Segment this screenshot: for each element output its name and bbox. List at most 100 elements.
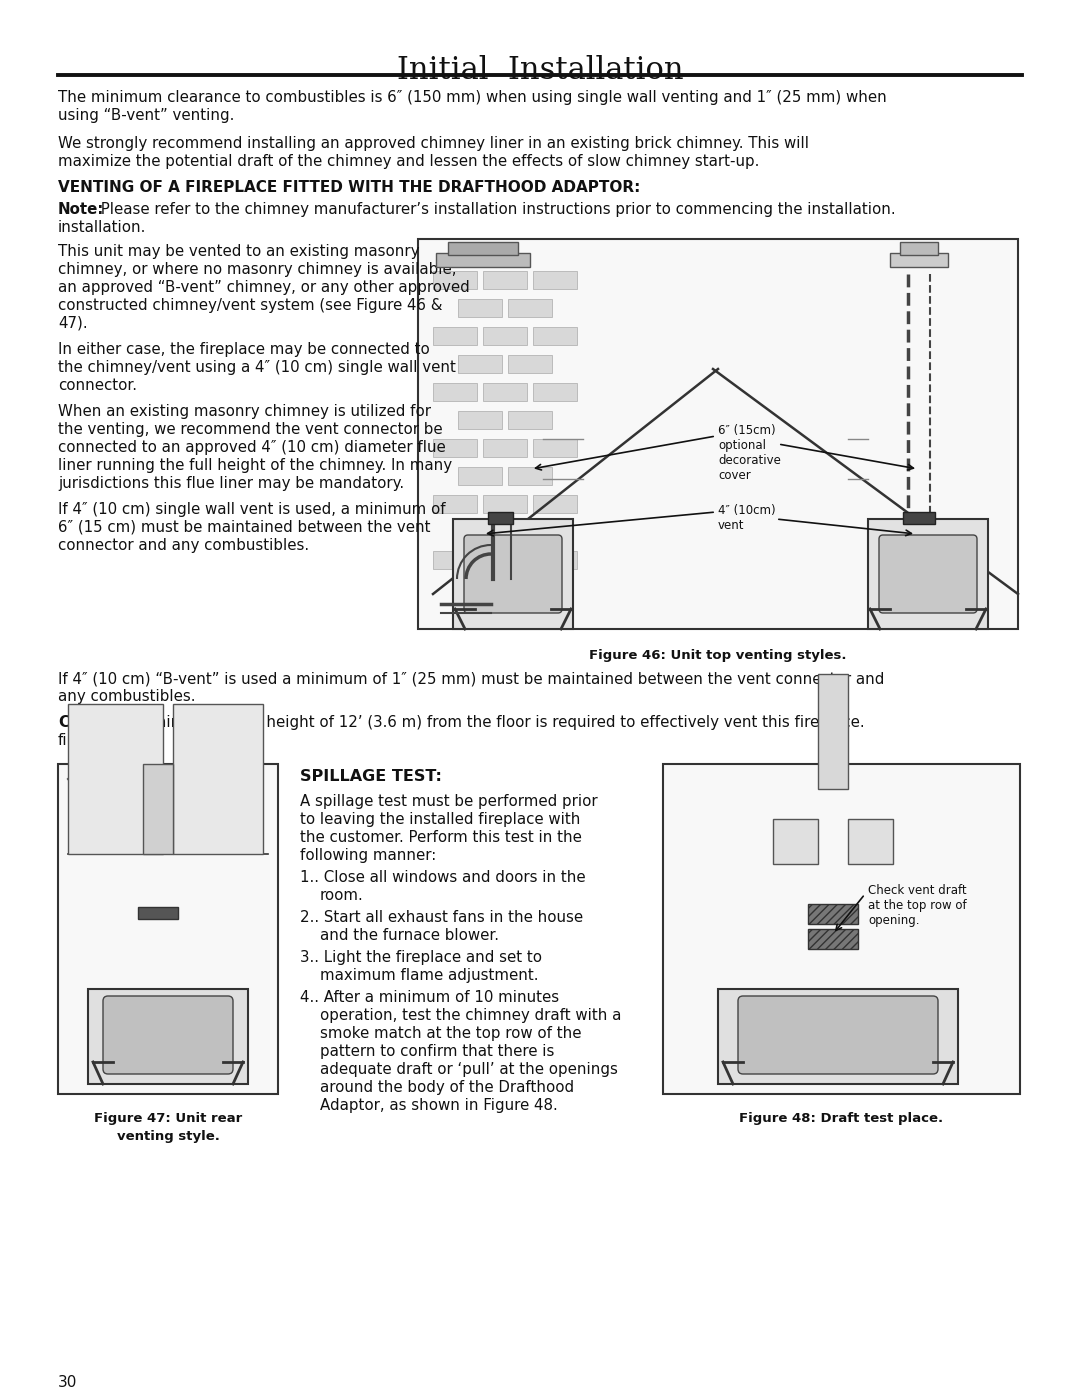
Bar: [433, 550, 477, 569]
Bar: [436, 253, 530, 267]
Text: 47).: 47).: [58, 316, 87, 331]
Bar: [718, 989, 958, 1084]
Bar: [458, 355, 502, 373]
Text: around the body of the Drafthood: around the body of the Drafthood: [320, 1080, 575, 1095]
Bar: [534, 383, 577, 401]
Bar: [903, 511, 935, 524]
Text: A spillage test must be performed prior: A spillage test must be performed prior: [300, 793, 597, 809]
Text: any combustibles.: any combustibles.: [58, 689, 195, 704]
Text: Adaptor, as shown in Figure 48.: Adaptor, as shown in Figure 48.: [320, 1098, 557, 1113]
Bar: [458, 411, 502, 429]
Bar: [534, 327, 577, 345]
Bar: [433, 439, 477, 457]
Bar: [483, 271, 527, 289]
Text: We strongly recommend installing an approved chimney liner in an existing brick : We strongly recommend installing an appr…: [58, 136, 809, 151]
Text: adequate draft or ‘pull’ at the openings: adequate draft or ‘pull’ at the openings: [320, 1062, 618, 1077]
Text: CAUTION:: CAUTION:: [58, 715, 140, 731]
Bar: [483, 495, 527, 513]
Text: When an existing masonry chimney is utilized for: When an existing masonry chimney is util…: [58, 404, 431, 419]
Text: the venting, we recommend the vent connector be: the venting, we recommend the vent conne…: [58, 422, 443, 437]
Bar: [818, 673, 848, 789]
Bar: [173, 704, 264, 854]
Bar: [848, 819, 893, 863]
Bar: [433, 271, 477, 289]
Text: following manner:: following manner:: [300, 848, 436, 863]
Text: A minimum vent height of 12’ (3.6 m) from the floor is required to effectively v: A minimum vent height of 12’ (3.6 m) fro…: [132, 715, 865, 731]
Text: Note:: Note:: [58, 203, 105, 217]
Text: connector.: connector.: [58, 379, 137, 393]
Text: Please refer to the chimney manufacturer’s installation instructions prior to co: Please refer to the chimney manufacturer…: [96, 203, 895, 217]
Text: connector and any combustibles.: connector and any combustibles.: [58, 538, 309, 553]
Bar: [534, 495, 577, 513]
Text: 30: 30: [58, 1375, 78, 1390]
Bar: [773, 819, 818, 863]
Text: If 4″ (10 cm) “B-vent” is used a minimum of 1″ (25 mm) must be maintained betwee: If 4″ (10 cm) “B-vent” is used a minimum…: [58, 671, 885, 686]
Text: chimney, or where no masonry chimney is available,: chimney, or where no masonry chimney is …: [58, 263, 457, 277]
Bar: [68, 704, 163, 854]
Text: 3.. Light the fireplace and set to: 3.. Light the fireplace and set to: [300, 950, 542, 965]
Bar: [890, 253, 948, 267]
Bar: [508, 355, 552, 373]
Text: to leaving the installed fireplace with: to leaving the installed fireplace with: [300, 812, 580, 827]
Bar: [483, 439, 527, 457]
Text: The minimum clearance to combustibles is 6″ (150 mm) when using single wall vent: The minimum clearance to combustibles is…: [58, 89, 887, 105]
Bar: [87, 989, 248, 1084]
Bar: [433, 383, 477, 401]
Bar: [534, 550, 577, 569]
Text: fireplace.: fireplace.: [58, 733, 129, 747]
Text: 6″ (15 cm) must be maintained between the vent: 6″ (15 cm) must be maintained between th…: [58, 520, 431, 535]
Text: Initial  Installation: Initial Installation: [396, 54, 684, 87]
Text: This unit may be vented to an existing masonry: This unit may be vented to an existing m…: [58, 244, 419, 258]
Text: Figure 46: Unit top venting styles.: Figure 46: Unit top venting styles.: [590, 650, 847, 662]
Text: maximum flame adjustment.: maximum flame adjustment.: [320, 968, 539, 983]
Text: an approved “B-vent” chimney, or any other approved: an approved “B-vent” chimney, or any oth…: [58, 279, 470, 295]
Text: Figure 48: Draft test place.: Figure 48: Draft test place.: [740, 1112, 944, 1125]
Bar: [534, 439, 577, 457]
Text: operation, test the chimney draft with a: operation, test the chimney draft with a: [320, 1009, 621, 1023]
Text: Check vent draft
at the top row of
opening.: Check vent draft at the top row of openi…: [868, 884, 967, 928]
Bar: [458, 522, 502, 541]
Bar: [143, 764, 173, 854]
Bar: [483, 383, 527, 401]
Bar: [508, 411, 552, 429]
Text: jurisdictions this flue liner may be mandatory.: jurisdictions this flue liner may be man…: [58, 476, 404, 490]
Text: the customer. Perform this test in the: the customer. Perform this test in the: [300, 830, 582, 845]
Bar: [534, 271, 577, 289]
Bar: [138, 907, 178, 919]
FancyBboxPatch shape: [103, 996, 233, 1074]
Bar: [453, 520, 573, 629]
Text: installation.: installation.: [58, 219, 147, 235]
Text: maximize the potential draft of the chimney and lessen the effects of slow chimn: maximize the potential draft of the chim…: [58, 154, 759, 169]
Bar: [418, 239, 1018, 629]
Bar: [508, 522, 552, 541]
Text: pattern to confirm that there is: pattern to confirm that there is: [320, 1044, 554, 1059]
Text: and the furnace blower.: and the furnace blower.: [320, 928, 499, 943]
Bar: [868, 520, 988, 629]
Bar: [663, 764, 1020, 1094]
Bar: [508, 467, 552, 485]
Text: VENTING OF A FIREPLACE FITTED WITH THE DRAFTHOOD ADAPTOR:: VENTING OF A FIREPLACE FITTED WITH THE D…: [58, 180, 640, 196]
Bar: [508, 299, 552, 317]
FancyBboxPatch shape: [738, 996, 939, 1074]
Text: 4″ (10cm)
vent: 4″ (10cm) vent: [718, 504, 775, 532]
Text: liner running the full height of the chimney. In many: liner running the full height of the chi…: [58, 458, 453, 474]
Text: venting style.: venting style.: [117, 1130, 219, 1143]
Bar: [483, 550, 527, 569]
Text: constructed chimney/vent system (see Figure 46 &: constructed chimney/vent system (see Fig…: [58, 298, 443, 313]
Bar: [488, 511, 513, 524]
FancyBboxPatch shape: [879, 535, 977, 613]
FancyBboxPatch shape: [464, 535, 562, 613]
Text: 4.. After a minimum of 10 minutes: 4.. After a minimum of 10 minutes: [300, 990, 559, 1004]
Text: 1.. Close all windows and doors in the: 1.. Close all windows and doors in the: [300, 870, 585, 886]
Bar: [483, 327, 527, 345]
Text: If 4″ (10 cm) single wall vent is used, a minimum of: If 4″ (10 cm) single wall vent is used, …: [58, 502, 446, 517]
Bar: [433, 495, 477, 513]
Text: In either case, the fireplace may be connected to: In either case, the fireplace may be con…: [58, 342, 430, 358]
Bar: [900, 242, 939, 256]
Bar: [458, 578, 502, 597]
Bar: [458, 299, 502, 317]
Text: the chimney/vent using a 4″ (10 cm) single wall vent: the chimney/vent using a 4″ (10 cm) sing…: [58, 360, 456, 374]
Bar: [808, 904, 858, 923]
Text: room.: room.: [320, 888, 364, 902]
Text: 6″ (15cm)
optional
decorative
cover: 6″ (15cm) optional decorative cover: [718, 425, 781, 482]
